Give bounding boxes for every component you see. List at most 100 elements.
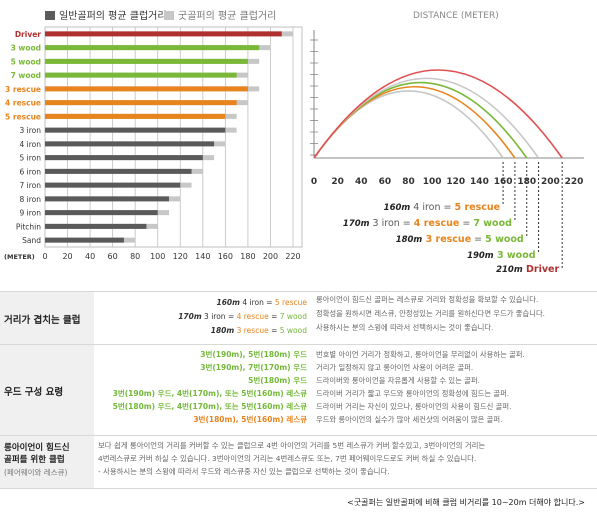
- bar-average-golfer: [45, 223, 147, 229]
- overlap-desc-3: 사용하시는 분의 스윙에 따라서 선택하시는 것이 좋습니다.: [316, 323, 494, 332]
- bar-average-golfer: [45, 127, 226, 133]
- table-row-wood-setup: 우드 구성 요령 3번(190m), 5번(180m) 우드 3번(190m),…: [0, 345, 597, 435]
- bar-category-label: 4 rescue: [5, 99, 41, 108]
- bar-x-tick-label: 20: [62, 252, 72, 261]
- footer-note: <굿골퍼는 일반골퍼에 비해 클럽 비거리를 10~20m 더해야 합니다.>: [347, 498, 585, 507]
- overlap-line-2: 170m 3 iron = 4 rescue = 7 wood: [178, 312, 307, 321]
- bar-average-golfer: [45, 100, 237, 106]
- bar-chart-frame: [44, 26, 303, 248]
- bar-category-label: 7 iron: [19, 181, 41, 190]
- wood-desc-5: 드라이버 거리는 자신이 있으나, 롱아이언의 사용이 힘드신 골퍼.: [316, 402, 512, 411]
- club-guide-table: 거리가 겹치는 클럽 160m 4 iron = 5 rescue 170m 3…: [0, 291, 597, 516]
- bar-x-tick-label: 200: [263, 252, 278, 261]
- club-distance-bar-chart: 일반골퍼의 평균 클럽거리 굿골퍼의 평균 클럽거리 Driver 3 wood 5…: [4, 10, 303, 261]
- overlap-desc-1: 롱아이언이 힘드신 골퍼는 레스큐로 거리와 정확성을 확보할 수 있습니다.: [316, 295, 539, 304]
- wood-setup-2: 3번(190m), 7번(170m) 우드: [200, 363, 307, 372]
- wood-desc-2: 거리가 일정하지 않고 롱아이언 사용이 어려운 골퍼.: [316, 363, 474, 372]
- table-row-overlap: 거리가 겹치는 클럽 160m 4 iron = 5 rescue 170m 3…: [0, 292, 597, 344]
- arc-x-tick-label: 40: [355, 177, 368, 187]
- wood-setup-3: 5번(180m) 우드: [248, 376, 307, 385]
- bar-category-label: Driver: [15, 30, 41, 39]
- bar-average-golfer: [45, 58, 248, 64]
- overlap-desc-2: 정확성을 원하시면 레스큐, 안정성있는 거리를 원하신다면 우드가 좋습니다.: [316, 309, 545, 318]
- bar-chart-xlabel: (METER): [4, 253, 35, 261]
- arc-x-tick-label: 20: [331, 177, 344, 187]
- bar-average-golfer: [45, 182, 181, 188]
- bar-average-golfer: [45, 45, 260, 51]
- bar-category-label: Pitchin: [16, 222, 41, 231]
- arc-x-tick-label: 120: [446, 177, 465, 187]
- legend-swatch-average: [45, 11, 55, 20]
- bar-x-tick-label: 120: [173, 252, 188, 261]
- bar-x-tick-label: 60: [108, 252, 118, 261]
- bar-average-golfer: [45, 72, 237, 78]
- bar-category-label: 7 wood: [11, 71, 41, 80]
- bar-category-label: 5 wood: [11, 57, 41, 66]
- arc-chart-title: DISTANCE (METER): [413, 11, 499, 21]
- bar-average-golfer: [45, 237, 124, 243]
- bar-average-golfer: [45, 141, 215, 147]
- bar-category-label: 3 iron: [19, 126, 41, 135]
- bar-average-golfer: [45, 168, 192, 174]
- arc-annotation: 170m 3 iron = 4 rescue = 7 wood: [343, 218, 512, 229]
- wood-setup-5: 5번(180m) 우드, 4번(170m), 또는 5번(160m) 레스큐: [112, 402, 307, 411]
- bar-category-label: 5 iron: [19, 154, 41, 163]
- overlap-line-1: 160m 4 iron = 5 rescue: [216, 298, 307, 307]
- bar-average-golfer: [45, 155, 203, 161]
- arc-annotation: 190m 3 wood: [467, 250, 535, 261]
- row-title: 우드 구성 요령: [4, 387, 64, 398]
- bar-average-golfer: [45, 210, 158, 216]
- distance-arc: [313, 69, 563, 159]
- bar-x-tick-label: 0: [42, 252, 47, 261]
- bar-category-label: Sand: [22, 236, 41, 245]
- arc-x-tick-label: 60: [379, 177, 392, 187]
- long-iron-desc-2: 4번레스큐로 커버 하실 수 있습니다. 3번아이언의 거리는 4번레스큐도 또…: [98, 454, 477, 463]
- table-row-long-iron: 롱아이언이 힘드신 골퍼를 위한 클럽 (페어웨이와 레스큐) 보다 쉽게 롱아…: [0, 436, 597, 488]
- wood-desc-6: 우드와 롱아이언의 실수가 많아 세컨샷의 어려움이 많은 골퍼.: [316, 415, 503, 424]
- bar-category-label: 3 wood: [11, 44, 41, 53]
- bar-x-tick-label: 220: [285, 252, 300, 261]
- bar-category-label: 3 rescue: [5, 85, 41, 94]
- distance-arc-chart: DISTANCE (METER) 0 20 40 60 80 100 120 140 160 18…: [310, 11, 584, 275]
- bar-average-golfer: [45, 196, 169, 202]
- wood-desc-3: 드라이버와 롱아이언을 자유롭게 사용할 수 있는 골퍼.: [316, 376, 480, 385]
- bar-category-label: 9 iron: [19, 209, 41, 218]
- bar-x-tick-label: 140: [195, 252, 210, 261]
- long-iron-desc-1: 보다 쉽게 롱아이언의 거리를 커버할 수 있는 클럽으로 4번 아이언의 거리…: [98, 441, 486, 450]
- arc-annotation: 160m 4 iron = 5 rescue: [384, 202, 500, 213]
- row-subtitle: (페어웨이와 레스큐): [4, 468, 68, 477]
- wood-setup-1: 3번(190m), 5번(180m) 우드: [200, 350, 307, 359]
- row-title-line-1: 롱아이언이 힘드신: [4, 443, 70, 453]
- bar-average-golfer: [45, 31, 282, 37]
- row-title-cell: [0, 436, 94, 488]
- arc-x-tick-label: 220: [565, 177, 584, 187]
- bar-x-tick-label: 160: [218, 252, 233, 261]
- bar-category-label: 8 iron: [19, 195, 41, 204]
- bar-category-label: 5 rescue: [5, 112, 41, 121]
- legend-swatch-good: [164, 11, 174, 20]
- legend-label-good: 굿골퍼의 평균 클럽거리: [178, 10, 276, 22]
- bar-x-tick-label: 80: [130, 252, 140, 261]
- wood-desc-4: 드라이버 거리가 짧고 우드와 롱아이언의 정확성에 힘드는 골퍼.: [316, 389, 510, 398]
- row-title: 거리가 겹치는 클럽: [4, 315, 81, 326]
- arc-annotation: 210m Driver: [496, 264, 559, 275]
- distance-arc: [313, 77, 540, 159]
- overlap-line-3: 180m 3 rescue = 5 wood: [210, 326, 307, 335]
- row-title-cell: [0, 345, 94, 435]
- long-iron-desc-3: - 사용하시는 분의 스윙에 따라서 우드와 레스큐중 자신 있는 클럽으로 선…: [98, 467, 390, 476]
- bar-x-tick-label: 40: [85, 252, 95, 261]
- bar-category-label: 4 iron: [19, 140, 41, 149]
- bar-x-tick-label: 180: [240, 252, 255, 261]
- arc-x-tick-label: 140: [470, 177, 489, 187]
- arc-x-tick-label: 80: [402, 177, 415, 187]
- row-title-cell: [0, 292, 94, 344]
- arc-x-tick-label: 200: [541, 177, 560, 187]
- row-title-line-2: 골퍼를 위한 클럽: [4, 455, 65, 465]
- wood-setup-6: 3번(180m), 5번(160m) 레스큐: [193, 415, 307, 424]
- bar-average-golfer: [45, 113, 226, 119]
- arc-x-tick-label: 100: [423, 177, 442, 187]
- bar-x-tick-label: 100: [150, 252, 165, 261]
- wood-desc-1: 번호별 아이언 거리가 정확하고, 롱아이언을 무리없이 사용하는 골퍼.: [316, 350, 525, 359]
- legend-label-average: 일반골퍼의 평균 클럽거리: [59, 10, 167, 22]
- bar-category-label: 6 iron: [19, 167, 41, 176]
